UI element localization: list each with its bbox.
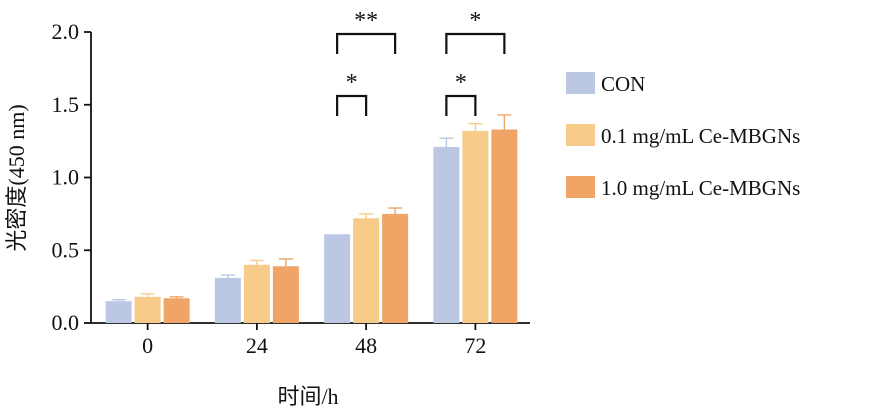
significance-label: * xyxy=(469,8,481,34)
y-tick-label: 2.0 xyxy=(52,19,80,44)
bar xyxy=(163,298,190,323)
x-tick-label: 0 xyxy=(142,333,153,358)
y-tick-label: 0.0 xyxy=(52,310,80,335)
significance-layer: ***** xyxy=(336,8,506,116)
legend: CON 0.1 mg/mL Ce-MBGNs 1.0 mg/mL Ce-MBGNs xyxy=(566,72,800,200)
legend-swatch xyxy=(566,72,595,94)
x-tick-label: 72 xyxy=(464,333,486,358)
bar xyxy=(272,266,299,323)
bar xyxy=(243,264,270,323)
bar xyxy=(134,296,161,323)
significance-label: * xyxy=(346,70,358,96)
axes-layer: 0.0 0.5 1.0 1.5 2.0 0 24 48 72 xyxy=(52,19,530,358)
significance-label: * xyxy=(455,70,467,96)
legend-label: CON xyxy=(601,72,645,96)
significance-bracket xyxy=(445,32,506,54)
y-tick-label: 1.5 xyxy=(52,92,80,117)
significance-label: ** xyxy=(354,8,378,34)
legend-swatch xyxy=(566,124,595,146)
bars-layer xyxy=(105,114,518,323)
bar xyxy=(462,130,489,323)
y-tick-label: 1.0 xyxy=(52,165,80,190)
x-tick-label: 48 xyxy=(355,333,377,358)
bar xyxy=(105,301,132,323)
y-axis-title: 光密度(450 nm) xyxy=(4,104,29,251)
x-axis-title: 时间/h xyxy=(277,384,338,409)
y-tick-label: 0.5 xyxy=(52,237,80,262)
significance-bracket xyxy=(445,94,477,116)
bar xyxy=(324,234,351,323)
bar xyxy=(214,277,241,323)
bar xyxy=(433,146,460,323)
bar xyxy=(353,218,380,323)
legend-label: 0.1 mg/mL Ce-MBGNs xyxy=(601,124,800,148)
significance-bracket xyxy=(336,94,368,116)
significance-bracket xyxy=(336,32,397,54)
bar xyxy=(491,129,518,323)
bar xyxy=(382,213,409,323)
legend-label: 1.0 mg/mL Ce-MBGNs xyxy=(601,176,800,200)
x-tick-label: 24 xyxy=(246,333,268,358)
legend-swatch xyxy=(566,176,595,198)
